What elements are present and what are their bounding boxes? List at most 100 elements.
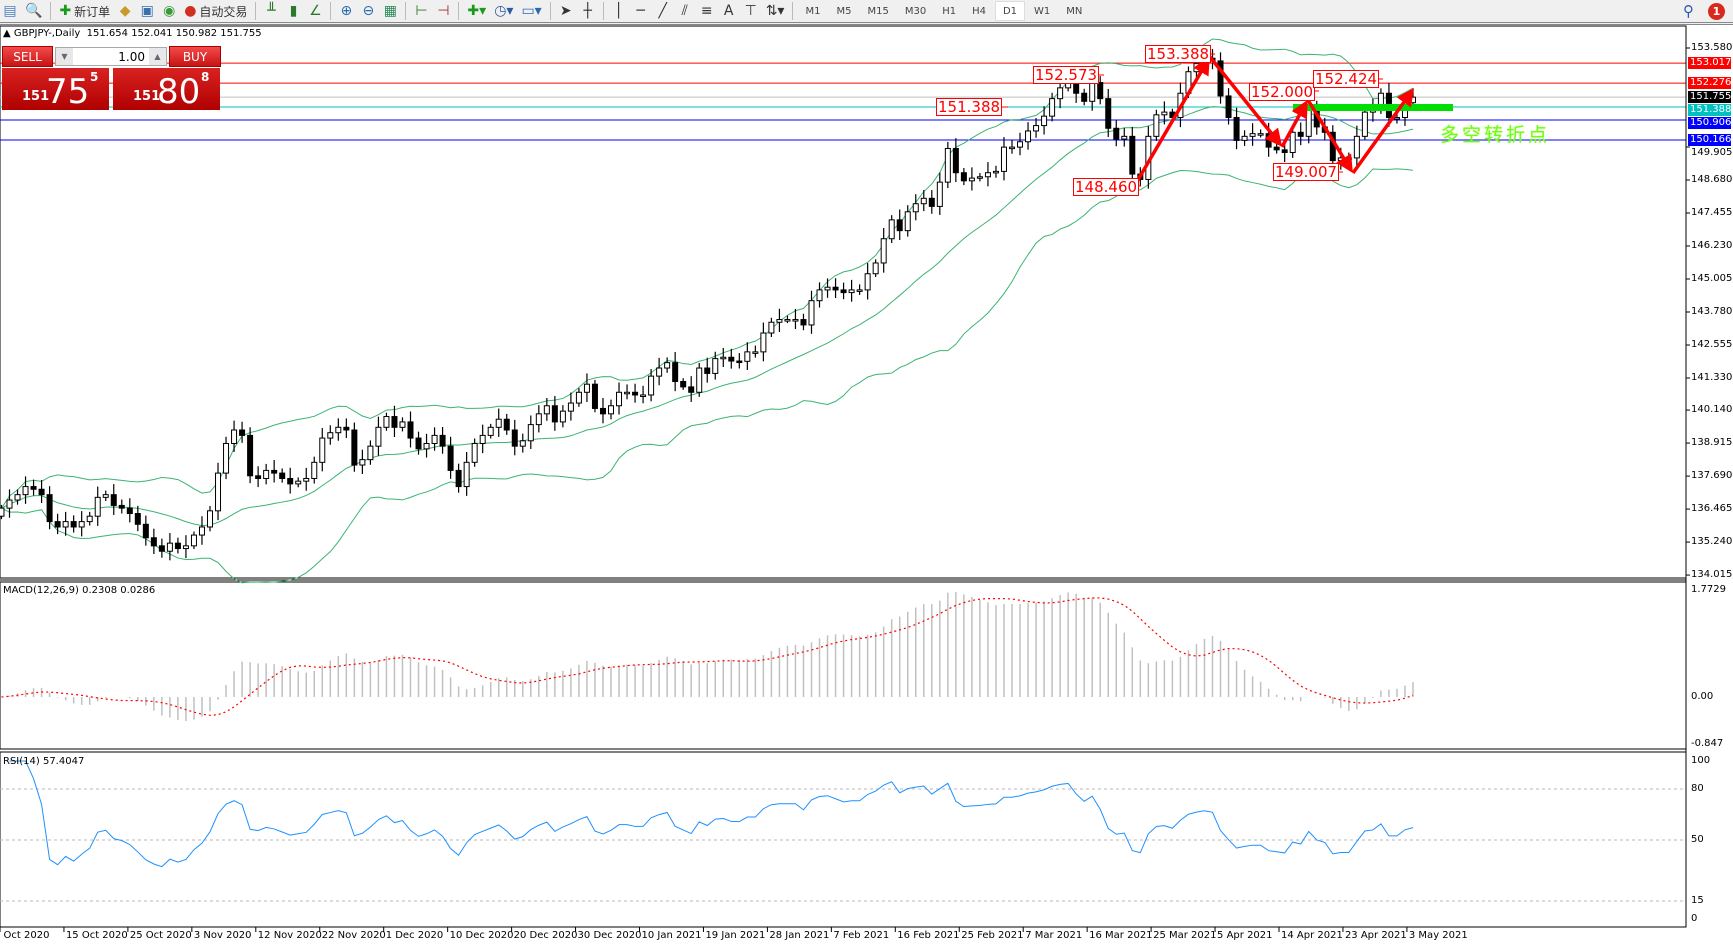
tile-windows-button[interactable]: ▦ [380, 1, 400, 21]
text-label-button[interactable]: ⊤ [741, 1, 761, 21]
lot-size-value[interactable]: 1.00 [118, 49, 145, 64]
search-icon[interactable]: ⚲ [1683, 2, 1694, 20]
templates-button[interactable]: ▭▾ [518, 1, 544, 21]
channel-button[interactable]: ≡ [697, 1, 717, 21]
arrows-button[interactable]: ⇅▾ [763, 1, 788, 21]
notification-icon[interactable]: 1 [1708, 2, 1725, 20]
navigator-button[interactable]: ▣ [137, 1, 157, 21]
chart-shift-button[interactable]: ⊢ [411, 1, 431, 21]
lot-increase-icon[interactable]: ▲ [149, 48, 166, 65]
new-order-button[interactable]: ✚ 新订单 [56, 1, 113, 21]
timeframe-m15[interactable]: M15 [867, 5, 889, 17]
profiles-button[interactable]: 🔍 [22, 1, 45, 21]
timeframe-h4[interactable]: H4 [972, 5, 986, 17]
vertical-line-button[interactable]: │ [609, 1, 629, 21]
autotrading-button[interactable]: ● 自动交易 [181, 1, 250, 21]
annotation-right-high-label[interactable]: 152.424 [1313, 70, 1380, 88]
candle [439, 427, 446, 454]
rsi-axis-100: 100 [1691, 755, 1711, 766]
lot-size-field[interactable]: ▼ 1.00 ▲ [55, 47, 167, 66]
candle-body-bull [864, 273, 871, 291]
timeframe-m1[interactable]: M1 [805, 5, 821, 17]
candle [744, 342, 751, 371]
candle-body-bull [487, 426, 494, 436]
candle-body-bull [1353, 135, 1360, 159]
candle-body-bear [1129, 135, 1136, 175]
zigzag-arrow-up-1[interactable] [1133, 56, 1210, 186]
candle [696, 362, 703, 397]
autoscroll-button[interactable]: ⊣ [433, 1, 453, 21]
bar-chart-button[interactable]: ╨ [261, 1, 281, 21]
fibonacci-icon: ⫽ [681, 3, 688, 19]
lot-decrease-icon[interactable]: ▼ [56, 48, 73, 65]
metaeditor-button[interactable]: ◆ [115, 1, 135, 21]
candle-body-bull [856, 289, 863, 292]
candle [888, 215, 895, 244]
reversal-zone-bar[interactable] [1293, 104, 1453, 111]
price-level-tag: 153.017 [1688, 57, 1732, 70]
text-button[interactable]: A [719, 1, 739, 21]
zoom-out-button[interactable]: ⊖ [358, 1, 378, 21]
annotation-low-label[interactable]: 148.460 [1073, 178, 1140, 196]
chart-ohlc: 151.654 152.041 150.982 151.755 [86, 28, 262, 39]
candle [960, 167, 967, 186]
crosshair-button[interactable]: ┼ [578, 1, 598, 21]
annotation-high-label[interactable]: 153.388 [1145, 45, 1212, 63]
candle [503, 413, 510, 435]
candlestick-button[interactable]: ▮ [283, 1, 303, 21]
new-chart-button[interactable]: ▤ [0, 1, 20, 21]
timeframe-m30[interactable]: M30 [904, 5, 927, 17]
turning-point-note[interactable]: 多空转折点 [1440, 124, 1551, 146]
sell-price-point: 5 [90, 70, 99, 84]
annotation-rebound-label[interactable]: 152.000 [1249, 83, 1316, 101]
trendline-icon: ╱ [658, 3, 667, 19]
candle [760, 322, 767, 362]
timeframe-mn[interactable]: MN [1066, 5, 1083, 17]
annotation-support-label[interactable]: 151.388 [936, 98, 1003, 116]
candle [1041, 106, 1048, 135]
candle-body-bull [712, 358, 719, 374]
zigzag-arrow-up-2[interactable] [1280, 99, 1308, 148]
candle [1289, 126, 1296, 158]
buy-button[interactable]: BUY [169, 46, 221, 67]
zigzag-arrow-down-1[interactable] [1208, 55, 1283, 147]
candle-body-bear [1217, 60, 1224, 97]
cursor-button[interactable]: ➤ [556, 1, 576, 21]
candle [968, 167, 975, 191]
candle [62, 511, 69, 536]
timeframe-h1[interactable]: H1 [942, 5, 957, 17]
sell-price[interactable]: 151 75 5 [2, 68, 109, 112]
candle-body-bull [198, 526, 205, 536]
zigzag-arrow-up-3[interactable] [1351, 88, 1415, 175]
candle-body-bull [78, 521, 85, 528]
sell-price-main: 75 [46, 72, 90, 112]
signals-button[interactable]: ◉ [159, 1, 179, 21]
bollinger-middle-band [1, 106, 1414, 527]
candle [1241, 130, 1248, 146]
zigzag-arrows[interactable] [1133, 55, 1415, 186]
candle-body-bull [1017, 141, 1024, 148]
annotation-left-shoulder-label[interactable]: 152.573 [1033, 66, 1100, 84]
horizontal-line-button[interactable]: ─ [631, 1, 651, 21]
sell-button[interactable]: SELL [2, 46, 53, 67]
indicators-button[interactable]: ✚▾ [464, 1, 489, 21]
periods-button[interactable]: ◷▾ [491, 1, 516, 21]
zoom-in-button[interactable]: ⊕ [336, 1, 356, 21]
fibonacci-button[interactable]: ⫽ [675, 1, 695, 21]
timeframe-w1[interactable]: W1 [1034, 5, 1051, 17]
candle-body-bear [279, 472, 286, 479]
time-axis-label: 16 Mar 2021 [1089, 930, 1153, 941]
candle [231, 420, 238, 452]
timeframe-m5[interactable]: M5 [836, 5, 852, 17]
price-level-tag: 150.906 [1688, 117, 1732, 130]
trendline-button[interactable]: ╱ [653, 1, 673, 21]
line-chart-button[interactable]: ∠ [305, 1, 325, 21]
rsi-axis-0: 0 [1691, 913, 1698, 924]
timeframe-d1[interactable]: D1 [994, 1, 1026, 21]
toolbar-divider [255, 2, 257, 20]
buy-price[interactable]: 151 80 8 [113, 68, 220, 112]
time-axis-label: 28 Jan 2021 [769, 930, 830, 941]
annotation-second-low-label[interactable]: 149.007 [1273, 163, 1340, 181]
zigzag-arrow-down-2[interactable] [1306, 99, 1353, 173]
